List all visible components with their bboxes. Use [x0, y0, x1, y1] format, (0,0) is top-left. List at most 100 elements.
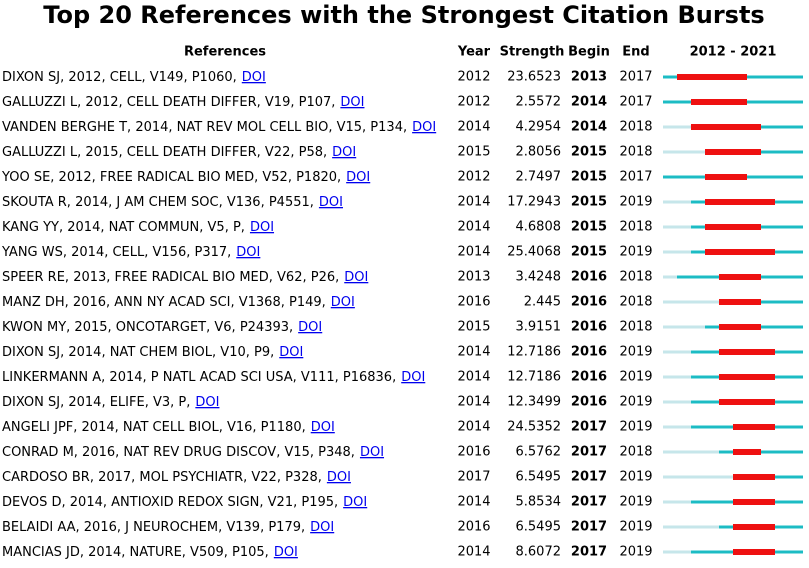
title: Top 20 References with the Strongest Cit…	[43, 1, 764, 29]
reference-text: BELAIDI AA, 2016, J NEUROCHEM, V139, P17…	[2, 520, 305, 535]
pre-publication-span	[663, 150, 705, 154]
reference-text: GALLUZZI L, 2012, CELL DEATH DIFFER, V19…	[2, 95, 335, 110]
strength: 5.8534	[516, 495, 562, 510]
end: 2019	[619, 470, 652, 485]
header-strength: Strength	[500, 45, 565, 60]
end: 2017	[619, 170, 652, 185]
reference-text: YOO SE, 2012, FREE RADICAL BIO MED, V52,…	[1, 170, 341, 185]
reference-text: LINKERMANN A, 2014, P NATL ACAD SCI USA,…	[2, 370, 396, 385]
strength: 23.6523	[507, 70, 561, 85]
doi-link[interactable]: DOI	[298, 320, 322, 335]
year: 2016	[457, 445, 490, 460]
burst-span	[705, 249, 775, 255]
reference-text: DIXON SJ, 2014, ELIFE, V3, P,	[2, 395, 190, 410]
pre-publication-span	[663, 350, 691, 354]
reference-text: KWON MY, 2015, ONCOTARGET, V6, P24393,	[2, 320, 293, 335]
begin: 2015	[571, 220, 607, 235]
strength: 4.6808	[516, 220, 562, 235]
reference-text: MANCIAS JD, 2014, NATURE, V509, P105,	[2, 545, 269, 560]
doi-link[interactable]: DOI	[331, 295, 355, 310]
pre-publication-span	[663, 325, 705, 329]
doi-link[interactable]: DOI	[236, 245, 260, 260]
reference: KANG YY, 2014, NAT COMMUN, V5, P, DOI	[2, 220, 274, 235]
strength: 12.7186	[507, 345, 561, 360]
reference-text: VANDEN BERGHE T, 2014, NAT REV MOL CELL …	[2, 120, 407, 135]
doi-link[interactable]: DOI	[343, 495, 367, 510]
header-end: End	[622, 45, 649, 60]
reference: KWON MY, 2015, ONCOTARGET, V6, P24393, DO…	[2, 320, 322, 335]
burst-span	[719, 374, 775, 380]
begin: 2016	[571, 320, 607, 335]
year: 2016	[457, 520, 490, 535]
pre-publication-span	[663, 250, 691, 254]
doi-link[interactable]: DOI	[344, 270, 368, 285]
year: 2012	[457, 70, 490, 85]
doi-link[interactable]: DOI	[250, 220, 274, 235]
begin: 2014	[571, 95, 607, 110]
doi-link[interactable]: DOI	[242, 70, 266, 85]
reference-text: DIXON SJ, 2012, CELL, V149, P1060,	[2, 70, 237, 85]
doi-link[interactable]: DOI	[340, 95, 364, 110]
burst-span	[705, 199, 775, 205]
end: 2019	[619, 495, 652, 510]
burst-span	[733, 549, 775, 555]
pre-publication-span	[663, 425, 691, 429]
header-begin: Begin	[568, 45, 610, 60]
reference: YANG WS, 2014, CELL, V156, P317, DOI	[1, 245, 260, 260]
end: 2018	[619, 270, 652, 285]
begin: 2016	[571, 270, 607, 285]
begin: 2016	[571, 345, 607, 360]
reference-text: YANG WS, 2014, CELL, V156, P317,	[1, 245, 231, 260]
begin: 2014	[571, 120, 607, 135]
begin: 2017	[571, 470, 607, 485]
burst-span	[733, 424, 775, 430]
pre-publication-span	[663, 300, 719, 304]
doi-link[interactable]: DOI	[346, 170, 370, 185]
strength: 2.7497	[516, 170, 562, 185]
strength: 24.5352	[507, 420, 561, 435]
strength: 2.445	[524, 295, 561, 310]
strength: 2.5572	[516, 95, 562, 110]
doi-link[interactable]: DOI	[401, 370, 425, 385]
year: 2014	[457, 420, 490, 435]
year: 2012	[457, 170, 490, 185]
strength: 8.6072	[516, 545, 562, 560]
burst-span	[691, 124, 761, 130]
doi-link[interactable]: DOI	[327, 470, 351, 485]
doi-link[interactable]: DOI	[195, 395, 219, 410]
burst-span	[705, 149, 761, 155]
reference: GALLUZZI L, 2012, CELL DEATH DIFFER, V19…	[2, 95, 364, 110]
reference-text: KANG YY, 2014, NAT COMMUN, V5, P,	[2, 220, 245, 235]
doi-link[interactable]: DOI	[274, 545, 298, 560]
reference: SPEER RE, 2013, FREE RADICAL BIO MED, V6…	[2, 270, 368, 285]
doi-link[interactable]: DOI	[319, 195, 343, 210]
strength: 3.9151	[516, 320, 562, 335]
doi-link[interactable]: DOI	[360, 445, 384, 460]
reference: VANDEN BERGHE T, 2014, NAT REV MOL CELL …	[2, 120, 436, 135]
reference: DEVOS D, 2014, ANTIOXID REDOX SIGN, V21,…	[2, 495, 367, 510]
end: 2019	[619, 520, 652, 535]
doi-link[interactable]: DOI	[311, 420, 335, 435]
end: 2018	[619, 120, 652, 135]
reference: LINKERMANN A, 2014, P NATL ACAD SCI USA,…	[2, 370, 425, 385]
end: 2018	[619, 320, 652, 335]
doi-link[interactable]: DOI	[412, 120, 436, 135]
header-timeline: 2012 - 2021	[690, 45, 777, 60]
end: 2019	[619, 195, 652, 210]
doi-link[interactable]: DOI	[310, 520, 334, 535]
burst-span	[733, 524, 775, 530]
doi-link[interactable]: DOI	[332, 145, 356, 160]
reference: SKOUTA R, 2014, J AM CHEM SOC, V136, P45…	[2, 195, 343, 210]
doi-link[interactable]: DOI	[279, 345, 303, 360]
end: 2017	[619, 70, 652, 85]
strength: 3.4248	[516, 270, 562, 285]
burst-span	[705, 174, 747, 180]
end: 2018	[619, 445, 652, 460]
burst-span	[733, 499, 775, 505]
reference: MANCIAS JD, 2014, NATURE, V509, P105, DOI	[2, 545, 298, 560]
begin: 2017	[571, 520, 607, 535]
reference-text: ANGELI JPF, 2014, NAT CELL BIOL, V16, P1…	[2, 420, 306, 435]
pre-publication-span	[663, 200, 691, 204]
reference: GALLUZZI L, 2015, CELL DEATH DIFFER, V22…	[2, 145, 356, 160]
end: 2019	[619, 345, 652, 360]
